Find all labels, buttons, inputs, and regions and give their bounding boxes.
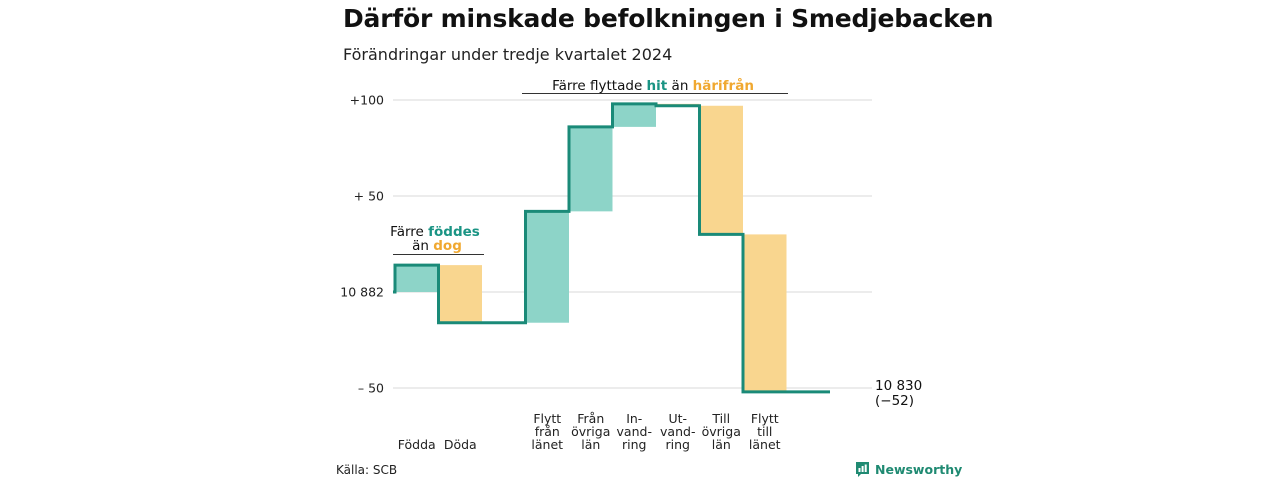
x-category-label: In-vand-ring xyxy=(617,411,652,452)
end-value-label: 10 830 (−52) xyxy=(875,378,922,409)
cumulative-step-line xyxy=(393,102,830,394)
x-category-label: Ut-vand-ring xyxy=(660,411,695,452)
chart-title: Därför minskade befolkningen i Smedjebac… xyxy=(343,4,994,33)
x-category-label: Döda xyxy=(444,437,477,452)
brand-name: Newsworthy xyxy=(875,462,963,477)
y-tick-label: 10 882 xyxy=(340,285,384,300)
y-tick-label: – 50 xyxy=(358,381,384,396)
outflow-bar xyxy=(699,105,743,235)
y-tick-label: +100 xyxy=(350,93,384,108)
chart-subtitle: Förändringar under tredje kvartalet 2024 xyxy=(343,45,673,64)
x-category-label: Från övriga län xyxy=(571,411,610,452)
annotation-births-line2: än dog xyxy=(412,238,462,254)
outflow-bar xyxy=(743,234,787,392)
x-category-label: Flytt från länet xyxy=(531,411,563,452)
newsworthy-icon xyxy=(856,462,869,477)
annotation-migration: Färre flyttade hit än härifrån xyxy=(552,77,754,94)
inflow-bar xyxy=(569,126,613,212)
source-note: Källa: SCB xyxy=(336,463,398,477)
outflow-bar xyxy=(438,265,482,323)
annotation-births-line1: Färre föddes xyxy=(390,224,480,240)
y-tick-label: + 50 xyxy=(354,189,384,204)
x-category-label: Flytt till länet xyxy=(749,411,781,452)
inflow-bar xyxy=(395,265,439,292)
inflow-bar xyxy=(525,211,569,323)
x-category-label: Till övriga län xyxy=(702,411,741,452)
x-category-label: Födda xyxy=(398,437,436,452)
brand-logo: Newsworthy xyxy=(855,461,962,478)
inflow-bar xyxy=(612,103,656,127)
